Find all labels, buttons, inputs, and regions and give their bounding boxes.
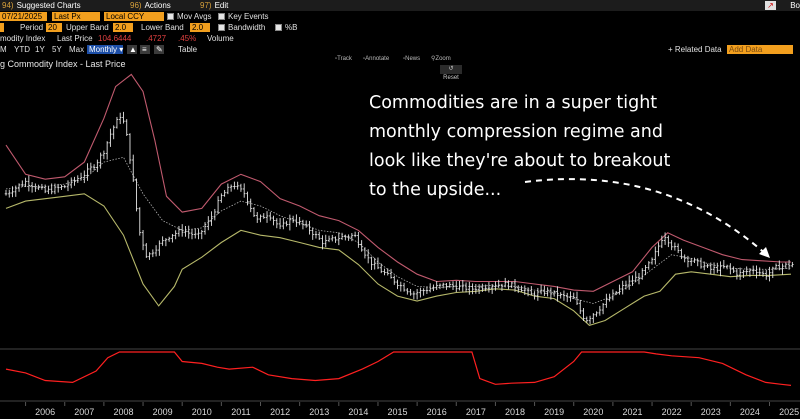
range-ytd[interactable]: YTD: [14, 45, 30, 54]
price-field-select[interactable]: Last Px: [52, 12, 100, 21]
bandwidth-line: [5, 351, 792, 386]
table-tab[interactable]: Table: [178, 45, 198, 54]
chart-settings-row: 07/21/2025 Last Px Local CCY Mov Avgs Ke…: [0, 11, 800, 22]
range-5y[interactable]: 5Y: [52, 45, 62, 54]
x-tick-label: 2018: [505, 407, 525, 417]
mov-avgs-checkbox[interactable]: [167, 13, 174, 20]
bandwidth-checkbox[interactable]: [218, 24, 225, 31]
x-tick-label: 2022: [662, 407, 682, 417]
annotation-arrow-head: [759, 247, 770, 258]
upper-band-field[interactable]: 2.0: [113, 23, 133, 32]
range-max[interactable]: Max: [69, 45, 85, 54]
x-tick-label: 2025: [779, 407, 799, 417]
annotation-line-4: to the upside...: [369, 180, 502, 200]
x-tick-label: 2008: [113, 407, 133, 417]
x-tick-label: 2011: [231, 407, 250, 417]
study-selector[interactable]: [0, 23, 4, 32]
lower-band-line: [5, 193, 792, 327]
zoom-button[interactable]: ⚲ Zoom: [431, 56, 451, 62]
price-series: [4, 111, 794, 325]
x-tick-label: 2019: [544, 407, 564, 417]
legend-last-price-label: Last Price: [57, 34, 93, 43]
bandwidth-label: Bandwidth: [228, 23, 266, 32]
mov-avgs-label: Mov Avgs: [177, 12, 212, 21]
annotation-line-1: Commodities are in a super tight: [369, 93, 658, 113]
menu-actions[interactable]: 96) Actions: [130, 1, 171, 10]
frequency-select[interactable]: Monthly ▾: [87, 45, 124, 54]
end-date-field[interactable]: 07/21/2025: [0, 12, 47, 21]
reset-button[interactable]: ↺ Reset: [440, 65, 462, 81]
export-icon[interactable]: ↗: [765, 1, 776, 10]
legend-index-name: modity Index: [0, 34, 46, 43]
range-m[interactable]: M: [0, 45, 7, 54]
legend-row: modity Index Last Price 104.6444 .4727 .…: [0, 33, 800, 44]
track-button[interactable]: ▫ Track: [335, 56, 352, 62]
legend-volume: Volume: [207, 34, 234, 43]
x-tick-label: 2015: [388, 407, 408, 417]
x-tick-label: 2016: [427, 407, 447, 417]
lower-band-label: Lower Band: [141, 23, 184, 32]
x-tick-label: 2006: [35, 407, 55, 417]
range-row: M YTD 1Y 5Y Max Monthly ▾ ▲ ≡ ✎ Table + …: [0, 44, 800, 55]
news-button[interactable]: ▫ News: [403, 56, 421, 62]
x-tick-label: 2020: [583, 407, 603, 417]
x-tick-label: 2013: [309, 407, 329, 417]
chart-type-icon[interactable]: ▲: [127, 45, 137, 54]
x-tick-label: 2024: [740, 407, 760, 417]
add-data-field[interactable]: Add Data: [727, 45, 793, 54]
period-label: Period: [20, 23, 44, 32]
bar-style-icon[interactable]: ≡: [140, 45, 150, 54]
lower-band-field[interactable]: 2.0: [190, 23, 210, 32]
x-axis: 2006 2007 2008 2009 2010 2011 2012 2013 2014 2015…: [25, 402, 799, 417]
top-menu-bar: 94) Suggested Charts 96) Actions 97) Edit ↗…: [0, 0, 800, 11]
x-tick-label: 2023: [701, 407, 721, 417]
period-field[interactable]: 20: [46, 23, 62, 32]
x-tick-label: 2021: [622, 407, 642, 417]
pctb-checkbox[interactable]: [275, 24, 282, 31]
key-events-checkbox[interactable]: [218, 13, 225, 20]
annotation-arrow: [524, 178, 770, 258]
chart-title: g Commodity Index - Last Price: [0, 59, 126, 69]
range-1y[interactable]: 1Y: [35, 45, 45, 54]
x-tick-label: 2007: [74, 407, 94, 417]
legend-last-price-value: 104.6444: [98, 34, 132, 43]
annotation-line-3: look like they're about to breakout: [369, 151, 671, 171]
related-data-button[interactable]: + Related Data: [668, 45, 722, 54]
x-tick-label: 2014: [348, 407, 368, 417]
x-tick-label: 2012: [270, 407, 290, 417]
upper-band-label: Upper Band: [66, 23, 109, 32]
legend-change: .4727: [146, 34, 167, 43]
bollinger-settings-row: Period 20 Upper Band 2.0 Lower Band 2.0 …: [0, 22, 800, 33]
key-events-label: Key Events: [228, 12, 269, 21]
annotation-line-2: monthly compression regime and: [369, 122, 663, 142]
annotation-text: Commodities are in a super tight monthly…: [369, 89, 799, 205]
annotate-button[interactable]: ▫ Annotate: [363, 56, 390, 62]
x-tick-label: 2009: [153, 407, 173, 417]
annotation-arrow-line: [524, 178, 769, 257]
bandwidth-series: [5, 351, 792, 386]
x-tick-label: 2010: [192, 407, 212, 417]
legend-pct-change: .45%: [178, 34, 197, 43]
currency-select[interactable]: Local CCY: [104, 12, 164, 21]
draw-icon[interactable]: ✎: [154, 45, 164, 54]
menu-suggested-charts[interactable]: 94) Suggested Charts: [2, 1, 81, 10]
right-menu-label[interactable]: Bo: [790, 1, 800, 10]
pctb-label: %B: [285, 23, 298, 32]
x-tick-label: 2017: [466, 407, 486, 417]
menu-edit[interactable]: 97) Edit: [200, 1, 229, 10]
